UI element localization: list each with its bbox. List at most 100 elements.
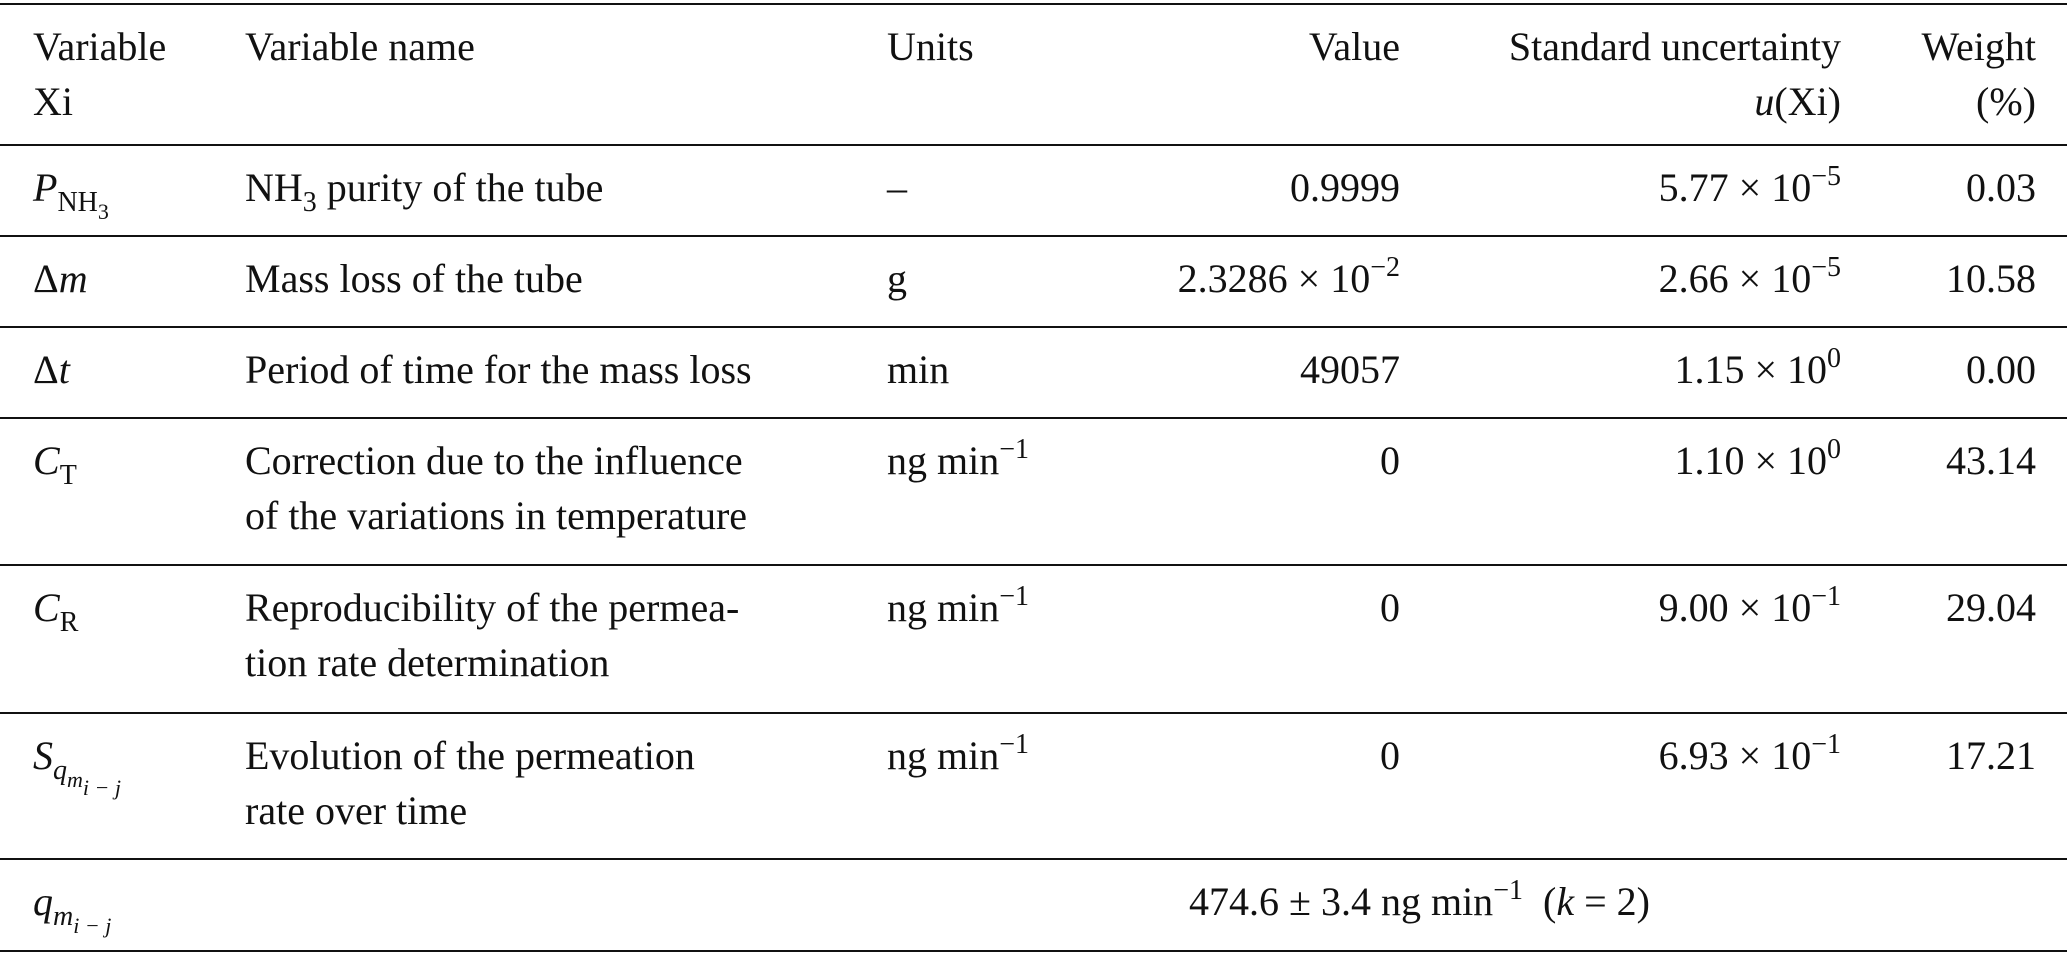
text-sub: qmi − j xyxy=(53,755,121,799)
cell: 1.15 × 100 xyxy=(1410,327,1851,418)
text: q xyxy=(33,879,53,924)
text: 0.03 xyxy=(1966,165,2036,210)
table: Variable Xi Variable name Units Value Sta… xyxy=(0,3,2067,952)
cell: Correction due to the influence of the va… xyxy=(235,418,877,565)
text: −5 xyxy=(1811,161,1841,192)
text: 0 xyxy=(1827,434,1841,465)
cell: 49057 xyxy=(1100,327,1410,418)
text: ng min xyxy=(887,438,1000,483)
text: 43.14 xyxy=(1946,438,2036,483)
text: = 2) xyxy=(1574,879,1650,924)
text: Period of time for the mass loss xyxy=(245,347,752,392)
header-cell: Value xyxy=(1100,4,1410,145)
text: 0 xyxy=(1380,585,1400,630)
text: k xyxy=(1556,879,1575,924)
text: m xyxy=(67,767,83,792)
cell: 0.03 xyxy=(1851,145,2067,236)
text: −2 xyxy=(1370,252,1400,283)
text: −1 xyxy=(999,729,1030,760)
header-cell: Standard uncertainty u(Xi) xyxy=(1410,4,1851,145)
cell: 5.77 × 10−5 xyxy=(1410,145,1851,236)
text: 10.58 xyxy=(1946,256,2036,301)
text: 0 xyxy=(1827,343,1841,374)
text: Evolution of the permeation xyxy=(245,733,695,778)
text: m xyxy=(58,256,88,301)
text: 6.93 × 10 xyxy=(1658,733,1812,778)
text: C xyxy=(33,585,60,630)
text: i − j xyxy=(82,775,121,800)
text: Correction due to the influence xyxy=(245,438,743,483)
cell: CT xyxy=(0,418,235,565)
text: −1 xyxy=(999,581,1030,612)
text: 29.04 xyxy=(1946,585,2036,630)
cell: 29.04 xyxy=(1851,565,2067,713)
header-cell: Variable name xyxy=(235,4,877,145)
text: −1 xyxy=(1811,729,1841,760)
text: 5.77 × 10 xyxy=(1658,165,1812,210)
text: ng min xyxy=(887,585,1000,630)
text: (%) xyxy=(1976,79,2036,124)
text: of the variations in temperature xyxy=(245,493,748,538)
text: Value xyxy=(1308,24,1400,69)
text: R xyxy=(59,607,79,638)
text: 1.15 × 10 xyxy=(1674,347,1827,392)
text: 1.10 × 10 xyxy=(1674,438,1827,483)
text: u xyxy=(1754,79,1775,124)
cell: Reproducibility of the permea-tion rate … xyxy=(235,565,877,713)
text: NH xyxy=(57,187,98,218)
text: P xyxy=(33,165,58,210)
text: m xyxy=(53,901,74,932)
cell: ng min−1 xyxy=(877,713,1100,859)
text: Xi xyxy=(33,79,73,124)
cell: 17.21 xyxy=(1851,713,2067,859)
cell: 10.58 xyxy=(1851,236,2067,327)
text: Standard uncertainty xyxy=(1508,24,1841,69)
text: Units xyxy=(887,24,974,69)
row: Δt Period of time for the mass loss min … xyxy=(0,327,2067,418)
row: PNH3 NH3 purity of the tube – 0.9999 5.7… xyxy=(0,145,2067,236)
text: −5 xyxy=(1811,252,1841,283)
cell: 0.00 xyxy=(1851,327,2067,418)
cell: Sqmi − j xyxy=(0,713,235,859)
text: Weight xyxy=(1921,24,2036,69)
text: 3 xyxy=(302,187,317,218)
text: min xyxy=(887,347,950,392)
text: T xyxy=(59,460,77,491)
text: q xyxy=(53,755,67,786)
text: 2.3286 × 10 xyxy=(1177,256,1371,301)
text: – xyxy=(887,165,907,210)
text: −1 xyxy=(1493,875,1523,906)
row: Sqmi − j Evolution of the permeation rate… xyxy=(0,713,2067,859)
text: 2.66 × 10 xyxy=(1658,256,1812,301)
text: −1 xyxy=(1811,581,1841,612)
text: C xyxy=(33,438,60,483)
text: purity of the tube xyxy=(316,165,604,210)
cell: – xyxy=(877,145,1100,236)
text: Δ xyxy=(33,347,59,392)
text: i − j xyxy=(73,913,112,938)
cell: CR xyxy=(0,565,235,713)
cell: Mass loss of the tube xyxy=(235,236,877,327)
text: 0 xyxy=(1380,438,1400,483)
cell: qmi − j xyxy=(0,859,235,951)
text: rate over time xyxy=(245,788,468,833)
cell: 0 xyxy=(1100,418,1410,565)
text: 0 xyxy=(1380,733,1400,778)
text: S xyxy=(33,733,53,778)
cell: 6.93 × 10−1 xyxy=(1410,713,1851,859)
text: 0.00 xyxy=(1966,347,2036,392)
cell: min xyxy=(877,327,1100,418)
cell: g xyxy=(877,236,1100,327)
cell: 1.10 × 100 xyxy=(1410,418,1851,565)
text: 17.21 xyxy=(1946,733,2036,778)
row: Δm Mass loss of the tube g 2.3286 × 10−2… xyxy=(0,236,2067,327)
text: (Xi) xyxy=(1774,79,1841,124)
text: t xyxy=(58,347,70,392)
row: CR Reproducibility of the permea-tion ra… xyxy=(0,565,2067,713)
cell: Δm xyxy=(0,236,235,327)
text: tion rate determination xyxy=(245,640,610,685)
header-cell: Weight (%) xyxy=(1851,4,2067,145)
text: 3 xyxy=(97,199,109,224)
text-line: u(Xi) xyxy=(1420,74,1841,129)
text-sub: mi − j xyxy=(67,767,121,799)
